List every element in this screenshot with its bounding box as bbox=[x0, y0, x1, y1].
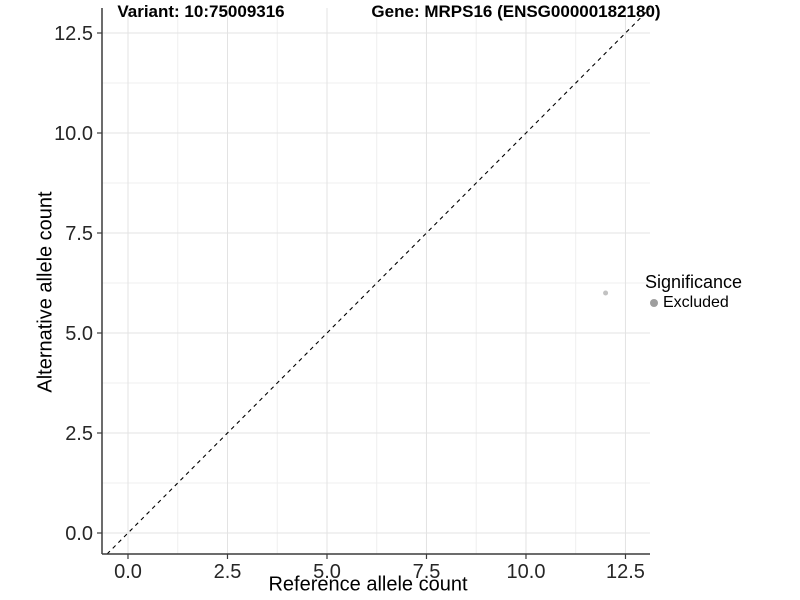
y-axis-title: Alternative allele count bbox=[34, 191, 57, 393]
legend: Significance Excluded bbox=[645, 272, 742, 312]
x-tick-label: 5.0 bbox=[313, 561, 341, 583]
y-tick-label: 10.0 bbox=[54, 123, 93, 145]
data-point bbox=[603, 290, 609, 296]
x-tick-label: 7.5 bbox=[413, 561, 441, 583]
x-tick-label: 12.5 bbox=[606, 561, 645, 583]
legend-item-excluded: Excluded bbox=[645, 294, 742, 312]
x-axis-title: Reference allele count bbox=[268, 573, 468, 596]
identity-line bbox=[106, 7, 651, 555]
x-tick-label: 0.0 bbox=[114, 561, 142, 583]
x-tick-label: 10.0 bbox=[507, 561, 546, 583]
y-tick-label: 7.5 bbox=[65, 223, 93, 245]
gene-title: Gene: MRPS16 (ENSG00000182180) bbox=[371, 2, 661, 21]
variant-title: Variant: 10:75009316 bbox=[117, 2, 285, 21]
y-tick-label: 5.0 bbox=[65, 323, 93, 345]
y-tick-label: 2.5 bbox=[65, 423, 93, 445]
x-tick-label: 2.5 bbox=[214, 561, 242, 583]
legend-point-icon bbox=[650, 299, 658, 307]
y-tick-label: 0.0 bbox=[65, 523, 93, 545]
legend-title: Significance bbox=[645, 272, 743, 292]
legend-item-label: Excluded bbox=[663, 294, 729, 311]
y-tick-label: 12.5 bbox=[54, 23, 93, 45]
